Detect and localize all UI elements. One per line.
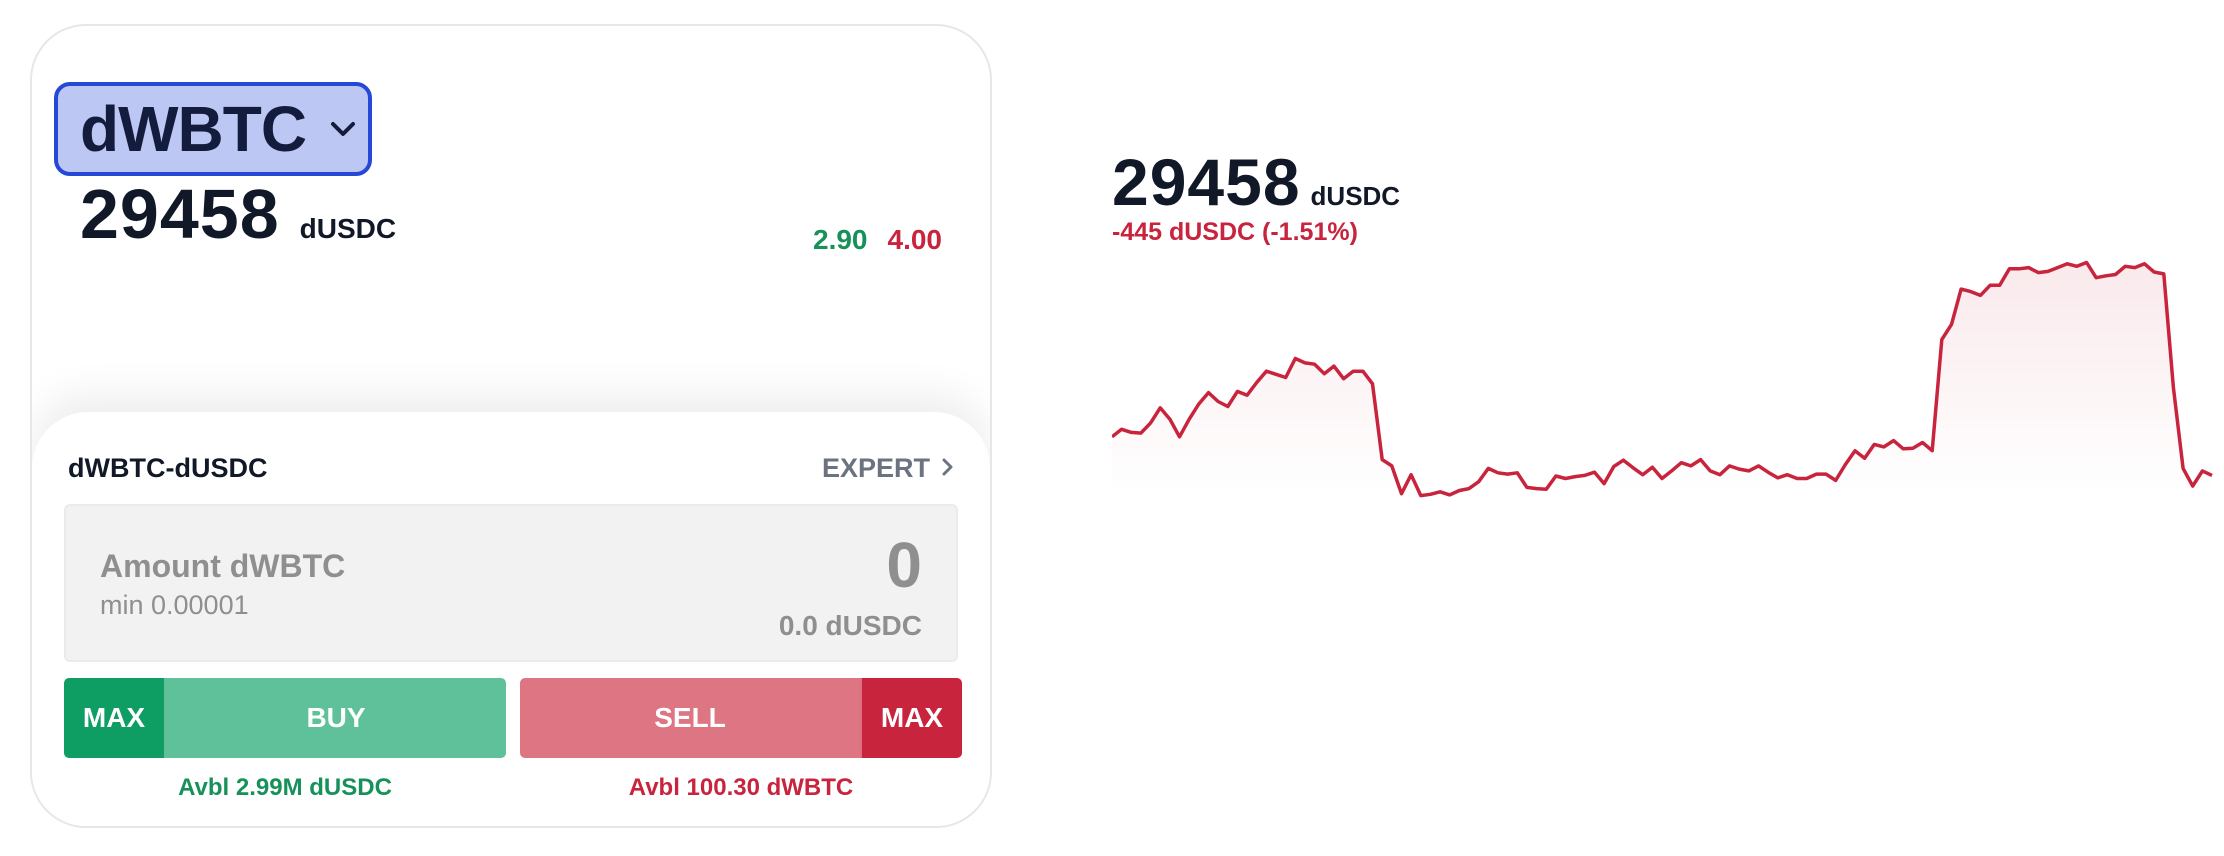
price-chart: 29458 dUSDC -445 dUSDC (-1.51%) xyxy=(1112,130,2224,730)
chart-area-fill xyxy=(1112,262,2212,496)
sell-available: Avbl 100.30 dWBTC xyxy=(628,774,854,801)
expert-label: EXPERT xyxy=(821,452,930,483)
token-selector-label: dWBTC xyxy=(80,93,307,165)
buy-button-group: MAX BUY xyxy=(64,678,506,758)
trade-card: dWBTC 29458 dUSDC 2.90 4.00 dWBTC-dUSDC … xyxy=(30,24,992,828)
token-selector[interactable]: dWBTC xyxy=(54,82,372,176)
pair-header: dWBTC-dUSDC EXPERT xyxy=(68,448,954,488)
chart-price-value: 29458 xyxy=(1112,145,1301,219)
chart-price-change: -445 dUSDC (-1.51%) xyxy=(1112,218,1358,246)
amount-value: 0 xyxy=(886,529,922,601)
bid-value: 2.90 xyxy=(813,224,868,255)
amount-input[interactable]: Amount dWBTC min 0.00001 0 0.0 dUSDC xyxy=(64,504,958,662)
pair-name: dWBTC-dUSDC xyxy=(68,452,268,483)
price-chart-svg xyxy=(1112,260,2213,498)
current-price: 29458 dUSDC xyxy=(80,174,396,254)
sell-max-button[interactable]: MAX xyxy=(860,678,962,758)
sell-button[interactable]: SELL xyxy=(520,678,860,758)
price-unit: dUSDC xyxy=(299,213,397,244)
amount-min: min 0.00001 xyxy=(100,590,249,620)
buy-available: Avbl 2.99M dUSDC xyxy=(178,774,392,801)
chevron-down-icon xyxy=(328,114,358,144)
chart-price-header: 29458 dUSDC xyxy=(1112,144,1400,220)
chart-price-unit: dUSDC xyxy=(1310,181,1401,211)
chevron-right-icon xyxy=(942,453,954,484)
price-value: 29458 xyxy=(80,175,280,253)
sell-button-group: SELL MAX xyxy=(520,678,962,758)
buy-max-button[interactable]: MAX xyxy=(64,678,166,758)
expert-link[interactable]: EXPERT xyxy=(822,453,954,484)
order-panel: dWBTC-dUSDC EXPERT Amount dWBTC min 0.00… xyxy=(32,412,990,826)
amount-label: Amount dWBTC xyxy=(100,548,346,584)
ask-value: 4.00 xyxy=(887,224,943,255)
buy-button[interactable]: BUY xyxy=(166,678,506,758)
chart-price-line xyxy=(1112,260,2213,498)
amount-converted: 0.0 dUSDC xyxy=(778,610,922,641)
bid-ask-spread: 2.90 4.00 xyxy=(813,224,942,256)
